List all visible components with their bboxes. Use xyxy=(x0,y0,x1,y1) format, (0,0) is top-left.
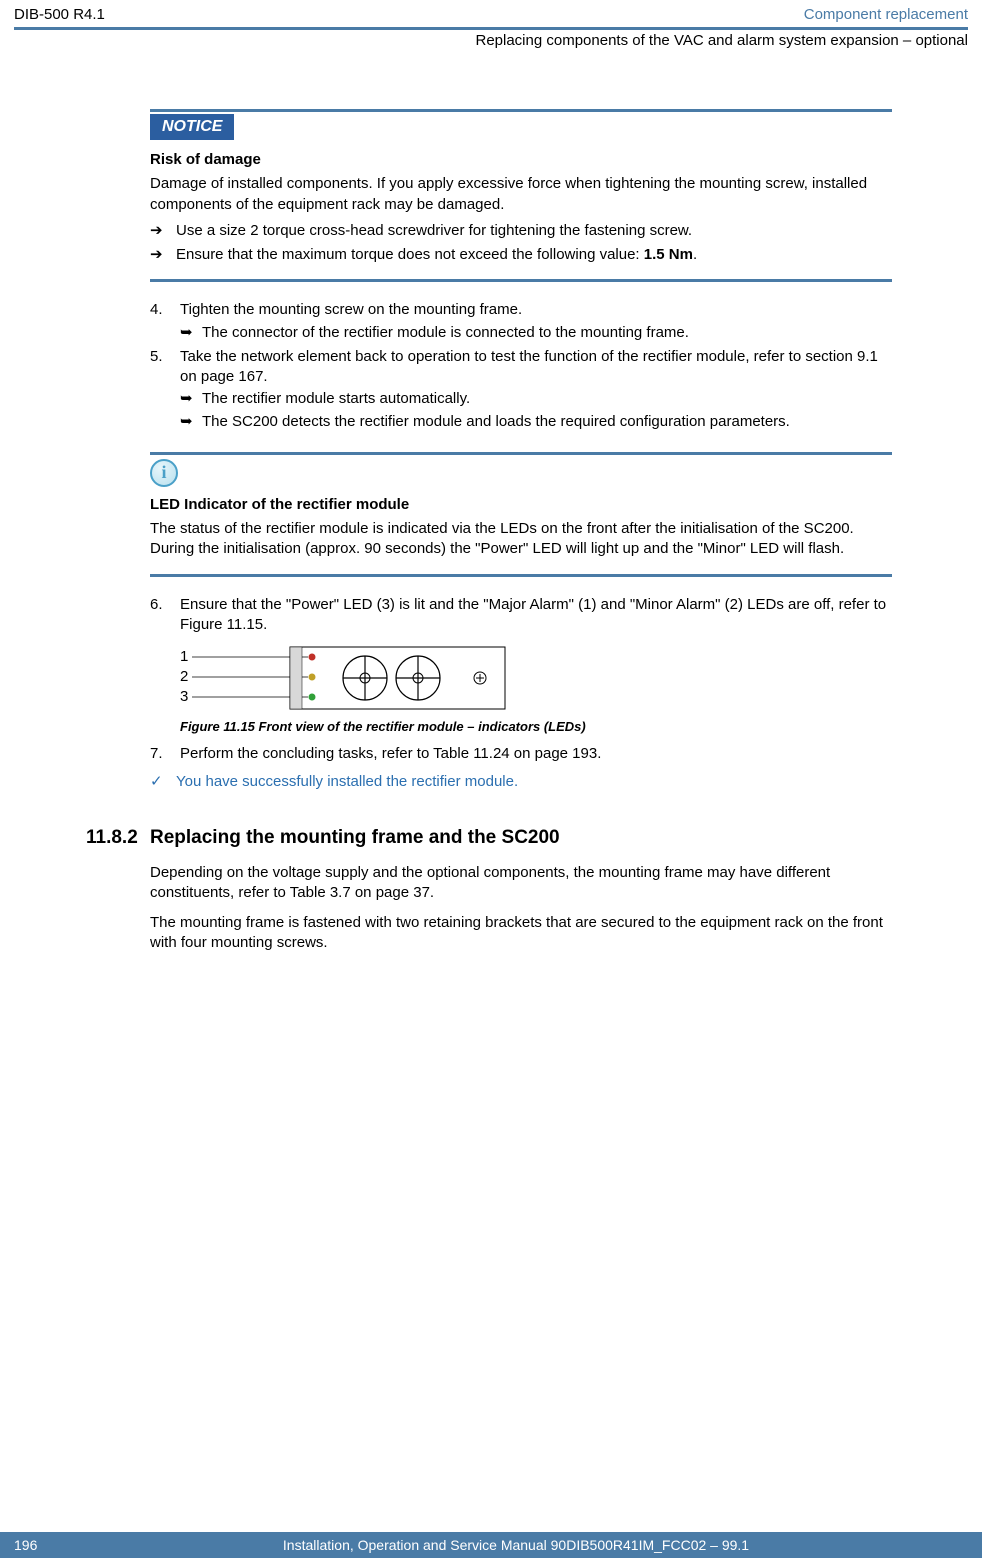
led-minor xyxy=(309,674,316,681)
page-content: NOTICE Risk of damage Damage of installe… xyxy=(0,49,982,954)
step-result: ➥ The connector of the rectifier module … xyxy=(180,323,892,343)
info-body: LED Indicator of the rectifier module Th… xyxy=(150,489,892,574)
step-item: 7. Perform the concluding tasks, refer t… xyxy=(150,744,892,764)
step-body: Ensure that the "Power" LED (3) is lit a… xyxy=(180,595,892,636)
result-arrow-icon: ➥ xyxy=(180,412,202,432)
notice-badge: NOTICE xyxy=(150,114,234,140)
notice-title: Risk of damage xyxy=(150,150,892,170)
figure-rectifier-front: 1 2 3 xyxy=(180,645,892,715)
step-result: ➥ The rectifier module starts automatica… xyxy=(180,389,892,409)
notice-actions: ➔ Use a size 2 torque cross-head screwdr… xyxy=(150,221,892,266)
fan-icon xyxy=(343,656,387,700)
page-footer: 196 Installation, Operation and Service … xyxy=(0,1532,982,1558)
arrow-icon: ➔ xyxy=(150,245,176,265)
callout-label: 2 xyxy=(180,668,188,685)
procedure-steps: 6. Ensure that the "Power" LED (3) is li… xyxy=(150,595,892,636)
step-number: 7. xyxy=(150,744,180,764)
section-paragraph: The mounting frame is fastened with two … xyxy=(150,913,892,954)
notice-block: NOTICE Risk of damage Damage of installe… xyxy=(150,109,892,282)
chapter-title: Component replacement xyxy=(804,6,968,23)
notice-paragraph: Damage of installed components. If you a… xyxy=(150,174,892,215)
step-item: 5. Take the network element back to oper… xyxy=(150,347,892,434)
info-icon: i xyxy=(150,459,178,487)
text-fragment: Ensure that the maximum torque does not … xyxy=(176,246,644,263)
info-top-rule xyxy=(150,452,892,455)
step-text: Perform the concluding tasks, refer to T… xyxy=(180,744,892,764)
procedure-steps: 7. Perform the concluding tasks, refer t… xyxy=(150,744,892,764)
module-bezel xyxy=(290,647,302,709)
notice-action-text: Use a size 2 torque cross-head screwdriv… xyxy=(176,221,692,241)
step-text: Tighten the mounting screw on the mounti… xyxy=(180,300,892,320)
step-result-text: The rectifier module starts automaticall… xyxy=(202,389,892,409)
step-number: 5. xyxy=(150,347,180,434)
rectifier-diagram: 1 2 3 xyxy=(180,645,520,715)
torque-value: 1.5 Nm xyxy=(644,246,693,263)
info-paragraph: The status of the rectifier module is in… xyxy=(150,519,892,560)
info-bottom-rule xyxy=(150,574,892,577)
step-item: 4. Tighten the mounting screw on the mou… xyxy=(150,300,892,345)
step-number: 6. xyxy=(150,595,180,636)
doc-id: DIB-500 R4.1 xyxy=(14,6,105,23)
section-heading: 11.8.2 Replacing the mounting frame and … xyxy=(86,827,892,849)
step-result-text: The SC200 detects the rectifier module a… xyxy=(202,412,892,432)
section-title: Replacing the mounting frame and the SC2… xyxy=(150,827,560,849)
screw-icon xyxy=(474,672,486,684)
fan-icon xyxy=(396,656,440,700)
info-title: LED Indicator of the rectifier module xyxy=(150,495,892,515)
notice-action-text: Ensure that the maximum torque does not … xyxy=(176,245,697,265)
footer-title: Installation, Operation and Service Manu… xyxy=(64,1537,968,1553)
step-item: 6. Ensure that the "Power" LED (3) is li… xyxy=(150,595,892,636)
arrow-icon: ➔ xyxy=(150,221,176,241)
page-header: DIB-500 R4.1 Component replacement xyxy=(0,0,982,23)
success-line: ✓ You have successfully installed the re… xyxy=(150,772,892,792)
step-body: Take the network element back to operati… xyxy=(180,347,892,434)
step-body: Tighten the mounting screw on the mounti… xyxy=(180,300,892,345)
led-power xyxy=(309,694,316,701)
step-text: Take the network element back to operati… xyxy=(180,347,892,388)
step-result: ➥ The SC200 detects the rectifier module… xyxy=(180,412,892,432)
step-body: Perform the concluding tasks, refer to T… xyxy=(180,744,892,764)
step-result-text: The connector of the rectifier module is… xyxy=(202,323,892,343)
notice-action-item: ➔ Ensure that the maximum torque does no… xyxy=(150,245,892,265)
figure-caption: Figure 11.15 Front view of the rectifier… xyxy=(180,719,892,734)
notice-action-item: ➔ Use a size 2 torque cross-head screwdr… xyxy=(150,221,892,241)
notice-top-rule xyxy=(150,109,892,112)
notice-bottom-rule xyxy=(150,279,892,282)
procedure-steps: 4. Tighten the mounting screw on the mou… xyxy=(150,300,892,434)
result-arrow-icon: ➥ xyxy=(180,389,202,409)
result-arrow-icon: ➥ xyxy=(180,323,202,343)
led-major xyxy=(309,654,316,661)
text-fragment: . xyxy=(693,246,697,263)
info-block: i LED Indicator of the rectifier module … xyxy=(150,452,892,577)
step-text: Ensure that the "Power" LED (3) is lit a… xyxy=(180,595,892,636)
callout-label: 3 xyxy=(180,688,188,705)
section-number: 11.8.2 xyxy=(86,827,150,849)
step-number: 4. xyxy=(150,300,180,345)
callout-label: 1 xyxy=(180,648,188,665)
page-number: 196 xyxy=(14,1537,64,1553)
section-context: Replacing components of the VAC and alar… xyxy=(0,30,982,49)
success-text: You have successfully installed the rect… xyxy=(176,772,518,792)
notice-body: Risk of damage Damage of installed compo… xyxy=(150,140,892,279)
section-paragraph: Depending on the voltage supply and the … xyxy=(150,863,892,904)
check-icon: ✓ xyxy=(150,772,176,792)
